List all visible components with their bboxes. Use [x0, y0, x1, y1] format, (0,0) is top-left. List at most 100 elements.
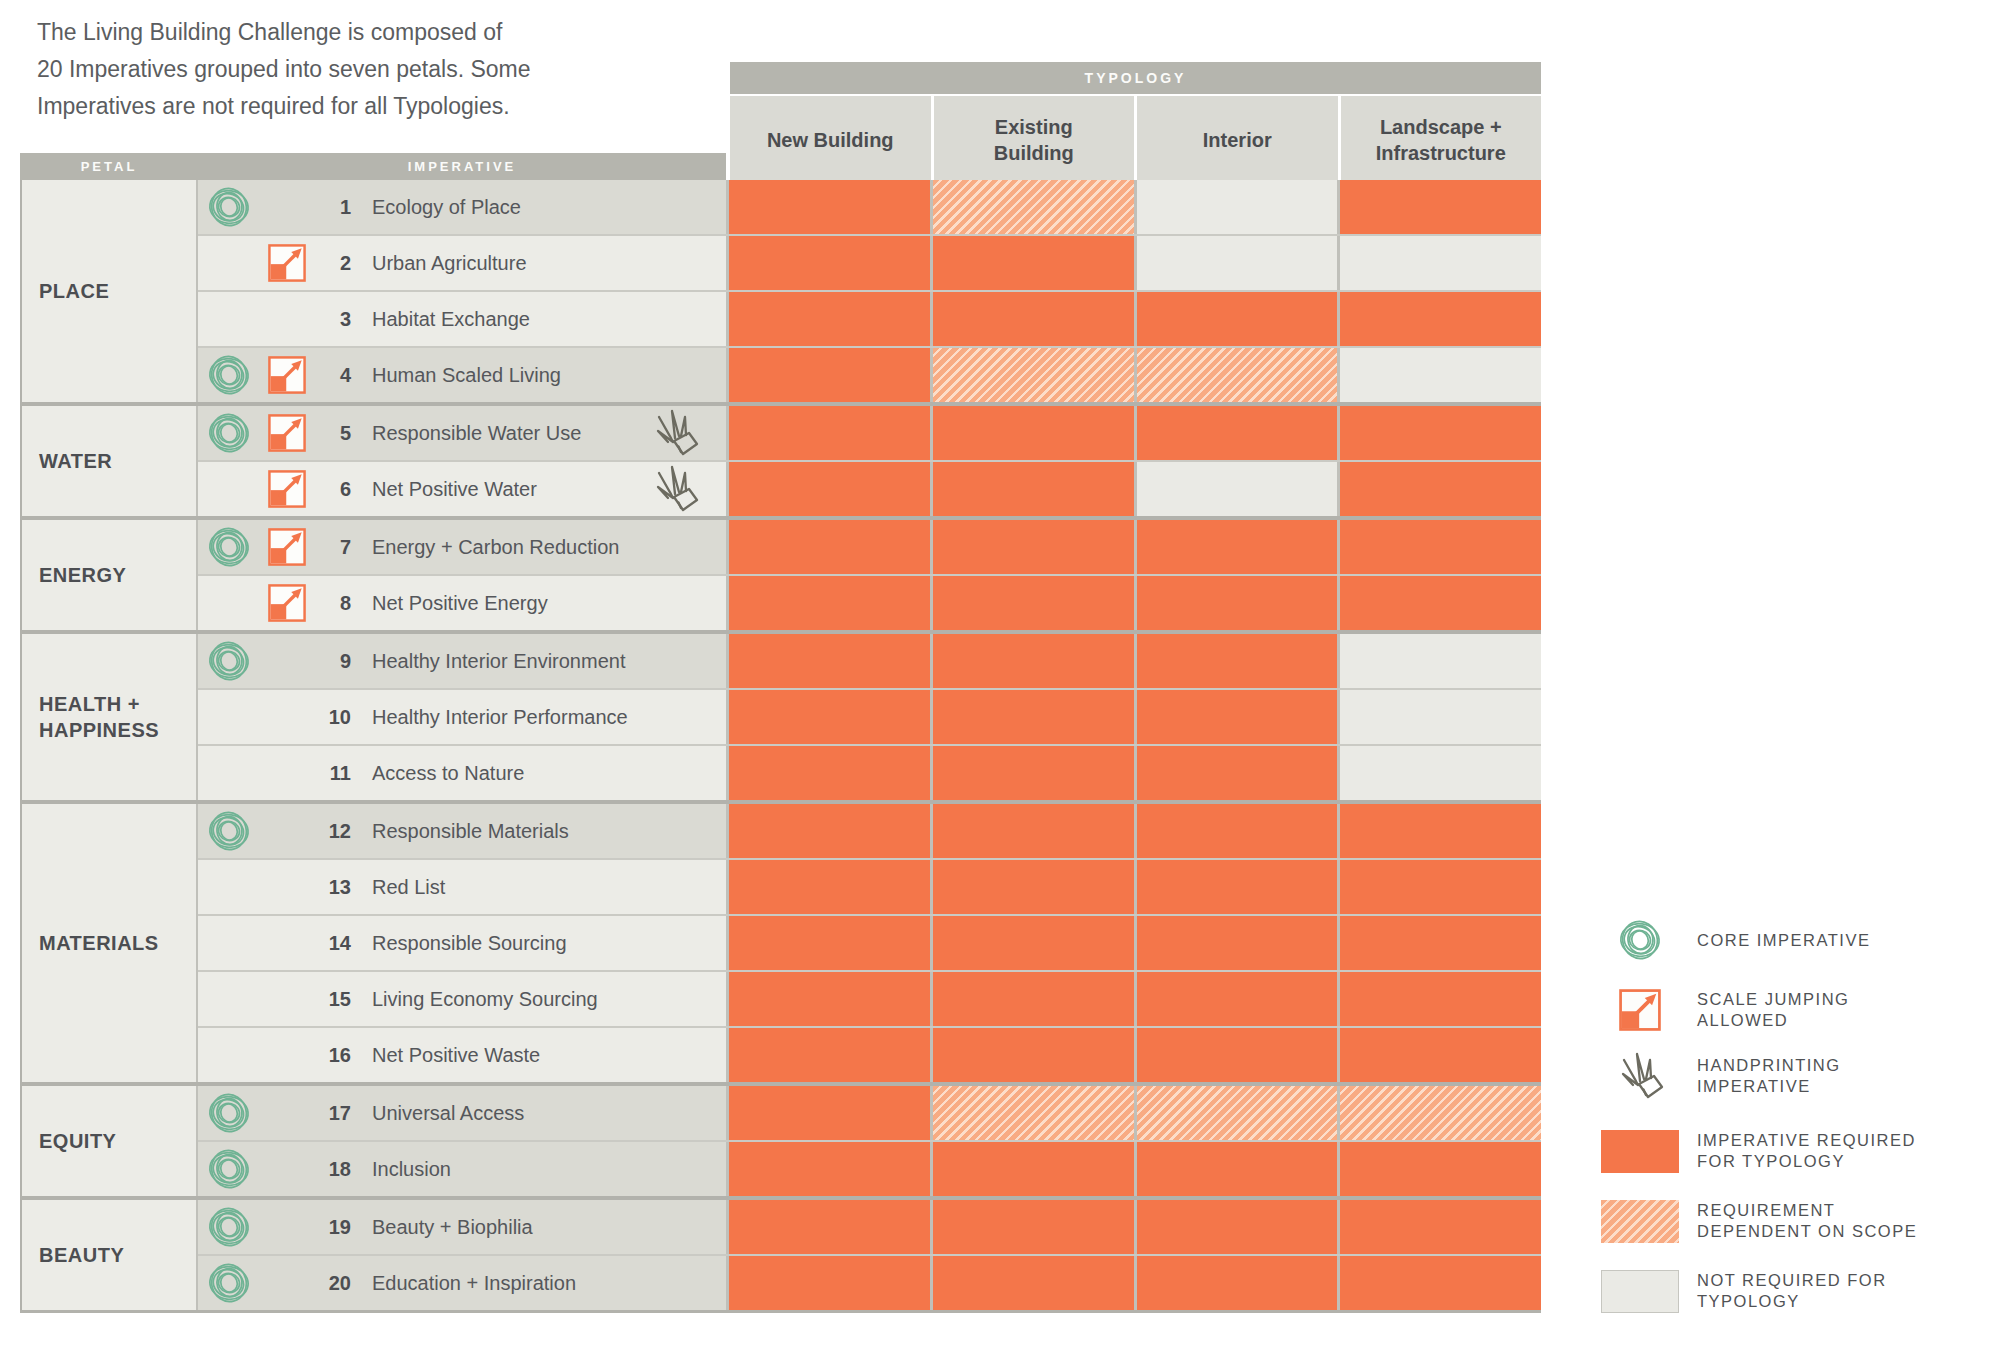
imperative-row: 13 Red List	[198, 858, 1541, 914]
handprinting-icon	[650, 578, 700, 628]
typology-cell	[729, 746, 930, 800]
handprinting-icon	[650, 294, 700, 344]
imperative-name: Net Positive Water	[372, 478, 537, 501]
petal-group: ENERGY 7 Energy + Carbon Reduction 8 Net…	[22, 520, 1541, 634]
typology-cell	[1340, 1142, 1541, 1196]
imperative-name: Beauty + Biophilia	[372, 1216, 533, 1239]
legend-item: NOT REQUIRED FOR TYPOLOGY	[1600, 1266, 1887, 1316]
scale-jumping-icon	[268, 980, 306, 1018]
imperative-row: 7 Energy + Carbon Reduction	[198, 520, 1541, 574]
petal-group-rows: 7 Energy + Carbon Reduction 8 Net Positi…	[198, 520, 1541, 630]
handprinting-icon	[650, 1144, 700, 1194]
imperative-cell: 12 Responsible Materials	[198, 804, 726, 858]
legend-swatch-dependent	[1600, 1200, 1680, 1243]
typology-cell	[729, 1256, 930, 1310]
imperative-name: Universal Access	[372, 1102, 524, 1125]
handprinting-icon	[650, 1202, 700, 1252]
legend-label: CORE IMPERATIVE	[1697, 930, 1870, 951]
typology-cell	[1137, 406, 1338, 460]
legend-label: IMPERATIVE REQUIRED FOR TYPOLOGY	[1697, 1130, 1916, 1172]
imperative-row: 18 Inclusion	[198, 1140, 1541, 1196]
imperative-cell: 4 Human Scaled Living	[198, 348, 726, 402]
typology-cell	[729, 860, 930, 914]
imperative-cell: 6 Net Positive Water	[198, 462, 726, 516]
core-imperative-icon	[206, 976, 252, 1022]
imperative-number: 5	[314, 422, 351, 445]
core-imperative-icon	[1600, 917, 1680, 963]
typology-cell	[933, 804, 1134, 858]
typology-cell	[933, 1086, 1134, 1140]
typology-cell	[933, 746, 1134, 800]
typology-cell	[933, 576, 1134, 630]
typology-cell	[933, 520, 1134, 574]
imperative-number: 8	[314, 592, 351, 615]
imperative-cell: 7 Energy + Carbon Reduction	[198, 520, 726, 574]
typology-cell	[1340, 520, 1541, 574]
imperative-name: Living Economy Sourcing	[372, 988, 598, 1011]
petal-column-header: PETAL	[20, 153, 198, 180]
core-imperative-icon	[206, 296, 252, 342]
scale-jumping-icon	[268, 1264, 306, 1302]
petal-group: EQUITY 17 Universal Access 18 Inclusion	[22, 1086, 1541, 1200]
petal-group-rows: 12 Responsible Materials 13 Red List 14 …	[198, 804, 1541, 1082]
typology-cell	[933, 860, 1134, 914]
imperative-number: 10	[314, 706, 351, 729]
handprinting-icon	[650, 1030, 700, 1080]
typology-cell	[933, 1256, 1134, 1310]
imperative-cell: 16 Net Positive Waste	[198, 1028, 726, 1082]
imperative-row: 12 Responsible Materials	[198, 804, 1541, 858]
scale-jumping-icon	[268, 244, 306, 282]
typology-cell	[1137, 348, 1338, 402]
handprinting-icon	[650, 692, 700, 742]
typology-cell	[1340, 634, 1541, 688]
legend-item: IMPERATIVE REQUIRED FOR TYPOLOGY	[1600, 1126, 1916, 1176]
handprinting-icon	[650, 238, 700, 288]
table-column-headers: PETAL IMPERATIVE	[20, 153, 726, 180]
imperative-cell: 8 Net Positive Energy	[198, 576, 726, 630]
typology-cell	[1137, 972, 1338, 1026]
petal-label: EQUITY	[22, 1086, 198, 1196]
imperative-row: 1 Ecology of Place	[198, 180, 1541, 234]
handprinting-icon	[650, 1088, 700, 1138]
core-imperative-icon	[206, 638, 252, 684]
imperative-cell: 20 Education + Inspiration	[198, 1256, 726, 1310]
typology-cell	[729, 690, 930, 744]
typology-cell	[1137, 1086, 1338, 1140]
typology-cell	[1137, 634, 1338, 688]
typology-cell	[1137, 292, 1338, 346]
scale-jumping-icon	[268, 868, 306, 906]
typology-cell	[729, 348, 930, 402]
typology-cell	[729, 1028, 930, 1082]
handprinting-icon	[650, 862, 700, 912]
typology-cell	[729, 576, 930, 630]
imperative-row: 8 Net Positive Energy	[198, 574, 1541, 630]
imperative-name: Access to Nature	[372, 762, 524, 785]
imperative-number: 2	[314, 252, 351, 275]
typology-cell	[933, 1028, 1134, 1082]
legend-label: HANDPRINTING IMPERATIVE	[1697, 1055, 1841, 1097]
typology-cell	[933, 916, 1134, 970]
petal-label: PLACE	[22, 180, 198, 402]
typology-cell	[933, 690, 1134, 744]
imperative-number: 11	[314, 762, 351, 785]
core-imperative-icon	[206, 1090, 252, 1136]
legend: CORE IMPERATIVE SCALE JUMPING ALLOWED HA…	[1600, 913, 2000, 1323]
imperative-number: 4	[314, 364, 351, 387]
typology-cell	[729, 292, 930, 346]
core-imperative-icon	[206, 864, 252, 910]
typology-cell	[1340, 180, 1541, 234]
imperative-cell: 17 Universal Access	[198, 1086, 726, 1140]
typology-cell	[1137, 1028, 1338, 1082]
core-imperative-icon	[206, 410, 252, 456]
imperative-name: Responsible Sourcing	[372, 932, 567, 955]
imperative-row: 9 Healthy Interior Environment	[198, 634, 1541, 688]
handprinting-icon	[650, 974, 700, 1024]
typology-column-header: Existing Building	[934, 96, 1135, 184]
imperative-row: 6 Net Positive Water	[198, 460, 1541, 516]
typology-cell	[1340, 860, 1541, 914]
legend-label: REQUIREMENT DEPENDENT ON SCOPE	[1697, 1200, 1917, 1242]
typology-cell	[1340, 1086, 1541, 1140]
scale-jumping-icon	[268, 528, 306, 566]
imperative-row: 2 Urban Agriculture	[198, 234, 1541, 290]
handprinting-icon	[650, 918, 700, 968]
